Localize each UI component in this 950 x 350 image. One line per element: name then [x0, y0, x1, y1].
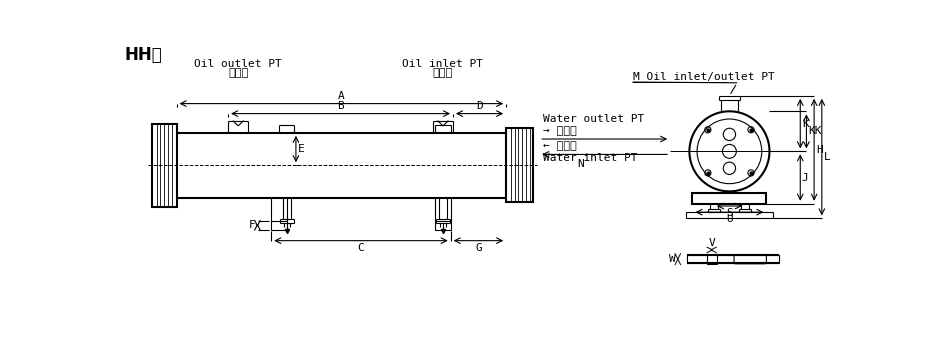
Text: U: U — [726, 215, 732, 224]
Bar — [693, 193, 767, 204]
Text: W: W — [669, 254, 675, 264]
Text: L: L — [825, 152, 831, 162]
Text: F: F — [248, 220, 256, 230]
Text: N: N — [577, 159, 583, 169]
Text: D: D — [476, 101, 483, 111]
Bar — [272, 220, 287, 230]
Text: ← 入水口: ← 入水口 — [543, 141, 577, 151]
Text: Water inlet PT: Water inlet PT — [543, 153, 637, 163]
Text: V: V — [709, 238, 715, 247]
Text: Water outlet PT: Water outlet PT — [543, 114, 644, 124]
Text: E: E — [297, 144, 304, 154]
Text: M Oil inlet/outlet PT: M Oil inlet/outlet PT — [634, 72, 775, 82]
Text: HH型: HH型 — [125, 46, 162, 64]
Text: → 出水口: → 出水口 — [543, 126, 577, 136]
Text: B: B — [337, 101, 344, 111]
Text: C: C — [357, 243, 365, 253]
Bar — [435, 220, 450, 230]
Bar — [687, 255, 779, 263]
Bar — [506, 128, 533, 202]
Text: KK: KK — [808, 126, 822, 136]
Text: J: J — [802, 173, 808, 182]
Text: A: A — [338, 91, 345, 101]
Bar — [152, 124, 177, 207]
Text: K: K — [802, 119, 808, 128]
Text: H: H — [816, 145, 824, 155]
Text: Oil inlet PT: Oil inlet PT — [403, 59, 484, 69]
Text: S: S — [726, 208, 732, 218]
Text: 油入口: 油入口 — [433, 68, 453, 78]
Text: G: G — [475, 243, 482, 253]
Text: Oil outlet PT: Oil outlet PT — [195, 59, 282, 69]
Bar — [707, 254, 717, 264]
Text: 油出口: 油出口 — [228, 68, 248, 78]
